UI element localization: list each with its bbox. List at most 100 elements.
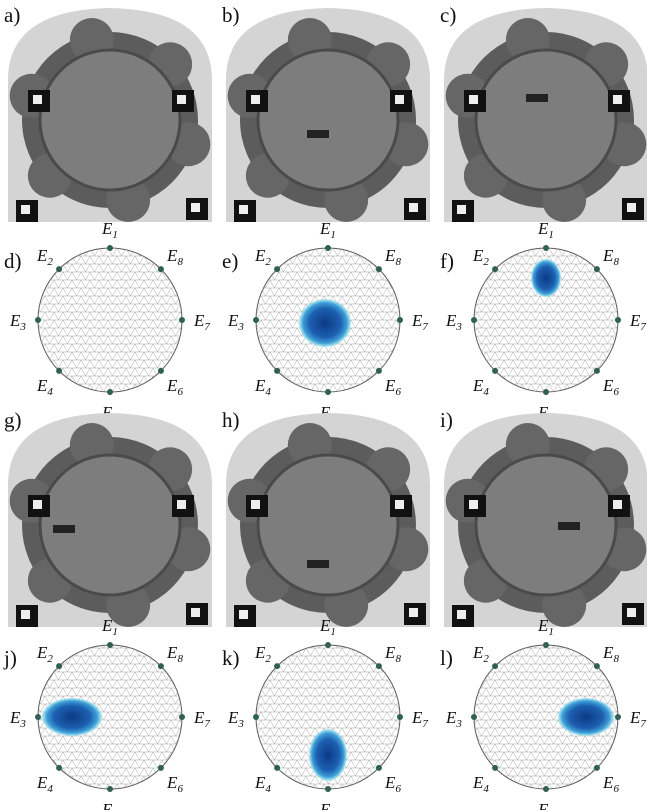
electrode-label: E3 [445,311,462,333]
electrode-index: 8 [613,653,619,665]
electrode-label: E1 [101,219,118,241]
electrode [253,714,259,720]
electrode-index: 7 [640,718,646,730]
electrode-label: E4 [472,376,489,398]
electrode [179,714,185,720]
electrode [107,389,113,395]
electrode [107,786,113,792]
electrode-index: 3 [19,718,26,730]
panel-label: i) [440,408,453,432]
electrode [471,317,477,323]
electrode-label: E4 [254,376,271,398]
electrode-label: E5 [537,800,554,810]
marker-inner [395,500,404,509]
electrode-letter: E [319,219,331,238]
electrode-index: 7 [422,718,428,730]
electrode-label: E2 [472,246,489,268]
electrode-index: 7 [204,718,210,730]
electrode-label: E6 [602,376,619,398]
electrode [397,317,403,323]
electrode-label: E2 [472,643,489,665]
electrode-letter: E [602,246,614,265]
electrode [471,714,477,720]
electrode-letter: E [166,773,178,792]
panel-label: h) [222,408,240,432]
electrode-index: 8 [613,256,619,268]
electrode-letter: E [445,311,457,330]
electrode-label: E2 [36,246,53,268]
electrode-label: E1 [537,219,554,241]
electrode-index: 1 [330,229,336,241]
electrode [35,714,41,720]
electrode-index: 1 [112,626,118,638]
electrode-letter: E [602,773,614,792]
eit-map: E1E2E3E4E5E6E7E8 [227,219,428,425]
marker-inner [469,500,478,509]
photo [444,413,647,627]
panel-label: k) [222,646,240,670]
electrode [376,368,382,374]
marker-inner [33,95,42,104]
electrode-letter: E [472,246,484,265]
electrode-letter: E [411,311,423,330]
electrode-index: 2 [265,256,271,268]
electrode-label: E2 [36,643,53,665]
marker-inner [409,608,418,617]
marker-inner [191,608,200,617]
electrode-label: E7 [193,311,210,333]
electrode-letter: E [166,246,178,265]
electrode [325,786,331,792]
electrode-label: E7 [629,708,646,730]
electrode-letter: E [384,773,396,792]
panel-label: c) [440,3,456,27]
electrode-index: 1 [548,626,554,638]
electrode-label: E3 [9,708,26,730]
electrode-letter: E [193,708,205,727]
photo [226,8,430,222]
electrode-letter: E [384,643,396,662]
electrode [543,786,549,792]
marker-inner [33,500,42,509]
electrode-index: 4 [265,783,271,795]
electrode-label: E4 [472,773,489,795]
electrode-label: E3 [227,708,244,730]
eit-map: E1E2E3E4E5E6E7E8 [9,616,210,810]
electrode-label: E6 [384,773,401,795]
marker-inner [457,610,466,619]
electrode [107,642,113,648]
eit-map: E1E2E3E4E5E6E7E8 [9,219,210,425]
electrode-label: E7 [629,311,646,333]
electrode [158,266,164,272]
electrode [594,765,600,771]
marker-inner [613,500,622,509]
electrode-letter: E [384,376,396,395]
electrode-label: E4 [36,773,53,795]
conductivity-blob [309,729,347,781]
electrode [274,765,280,771]
electrode-index: 4 [483,783,489,795]
electrode-letter: E [319,616,331,635]
electrode-letter: E [101,616,113,635]
electrode-letter: E [166,376,178,395]
electrode-index: 3 [455,718,462,730]
electrode [376,663,382,669]
electrode-index: 4 [265,386,271,398]
electrode-letter: E [166,643,178,662]
electrode [543,245,549,251]
electrode-label: E4 [36,376,53,398]
electrode-letter: E [254,643,266,662]
electrode [179,317,185,323]
electrode [158,765,164,771]
electrode-letter: E [227,311,239,330]
electrode-label: E2 [254,246,271,268]
electrode-index: 6 [613,386,619,398]
electrode [543,642,549,648]
electrode-letter: E [9,311,21,330]
electrode-index: 6 [395,386,401,398]
electrode-label: E8 [602,643,619,665]
electrode-label: E5 [319,800,336,810]
electrode-letter: E [537,800,549,810]
electrode [594,368,600,374]
electrode-letter: E [193,311,205,330]
electrode-index: 6 [613,783,619,795]
